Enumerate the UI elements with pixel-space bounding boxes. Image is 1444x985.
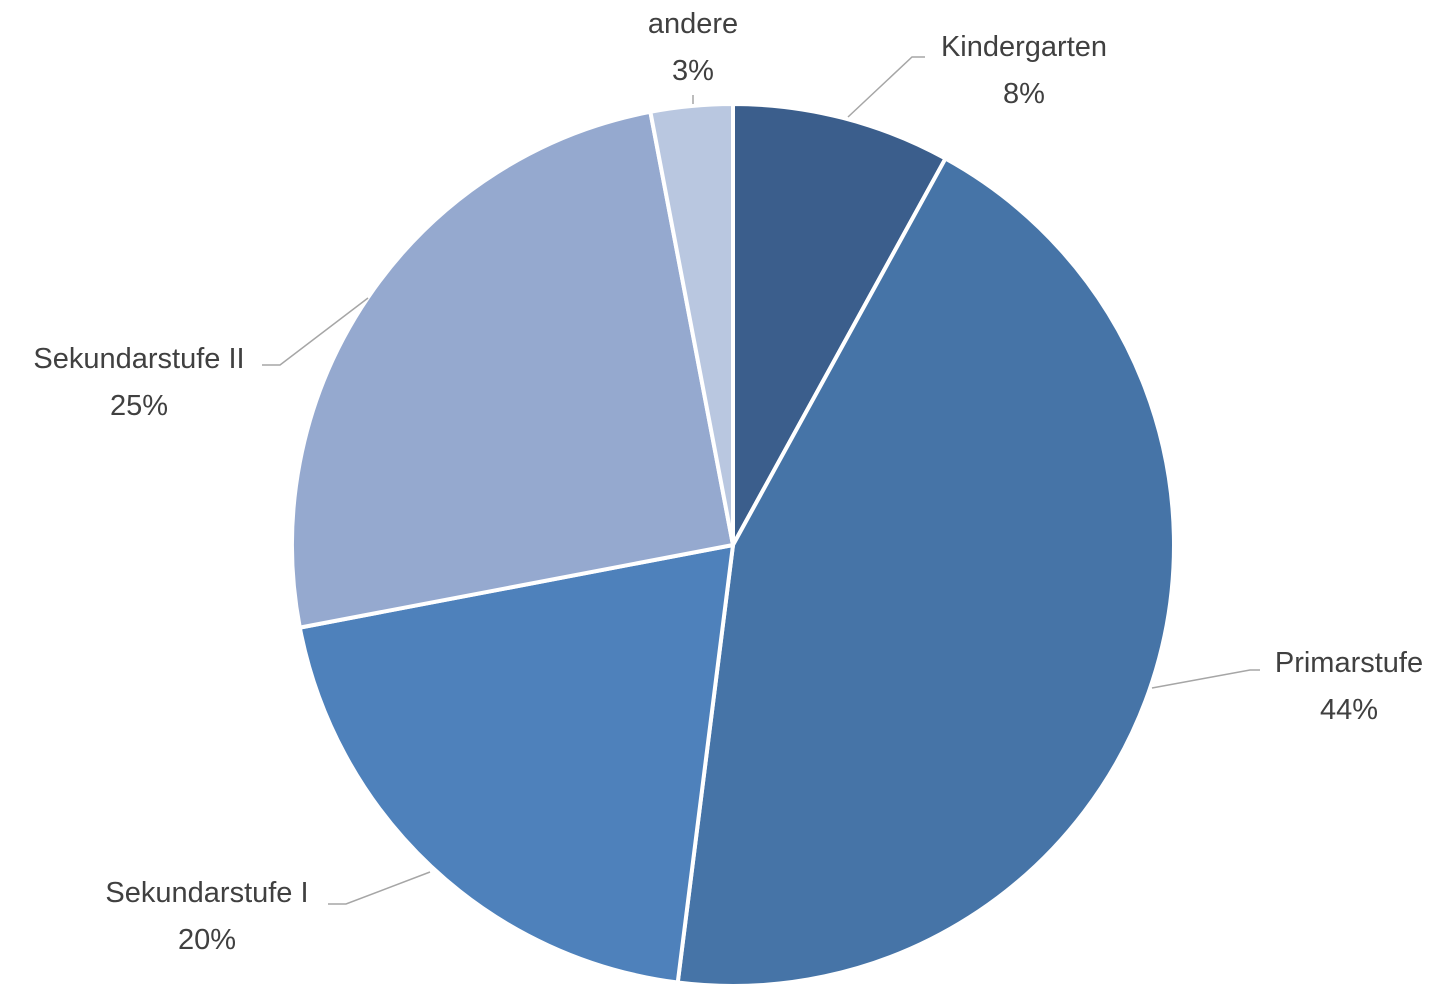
- slice-label-primarstufe: Primarstufe: [1275, 647, 1423, 679]
- slice-label-sekundarstufe-ii: Sekundarstufe II: [33, 343, 244, 375]
- slice-percent-sekundarstufe-i: 20%: [178, 924, 236, 956]
- slice-percent-kindergarten: 8%: [1003, 78, 1045, 110]
- pie-slice-sekundarstufe-ii: [290, 109, 735, 630]
- slice-percent-andere: 3%: [672, 55, 714, 87]
- data-label-andere: andere 3%: [648, 8, 738, 87]
- slice-label-kindergarten: Kindergarten: [941, 31, 1107, 63]
- data-label-sekundarstufe-i: Sekundarstufe I 20%: [105, 877, 308, 956]
- leader-line-sekundarstufe-ii: [262, 297, 369, 366]
- pie-slices: [290, 102, 1176, 985]
- slice-percent-sekundarstufe-ii: 25%: [110, 390, 168, 422]
- leader-lines: [262, 56, 1260, 905]
- leader-line-primarstufe: [1151, 669, 1260, 689]
- pie-slice-kindergarten: [731, 102, 948, 547]
- pie-slice-andere: [648, 102, 735, 547]
- pie-slice-sekundarstufe-i: [297, 543, 735, 985]
- slice-label-sekundarstufe-i: Sekundarstufe I: [105, 877, 308, 909]
- slice-percent-primarstufe: 44%: [1320, 694, 1378, 726]
- slice-label-andere: andere: [648, 8, 738, 40]
- data-label-sekundarstufe-ii: Sekundarstufe II 25%: [33, 343, 244, 422]
- data-label-kindergarten: Kindergarten 8%: [941, 31, 1107, 110]
- leader-line-sekundarstufe-i: [328, 871, 431, 905]
- leader-line-kindergarten: [847, 56, 925, 118]
- pie-slice-primarstufe: [675, 156, 1176, 985]
- data-label-primarstufe: Primarstufe 44%: [1275, 647, 1423, 726]
